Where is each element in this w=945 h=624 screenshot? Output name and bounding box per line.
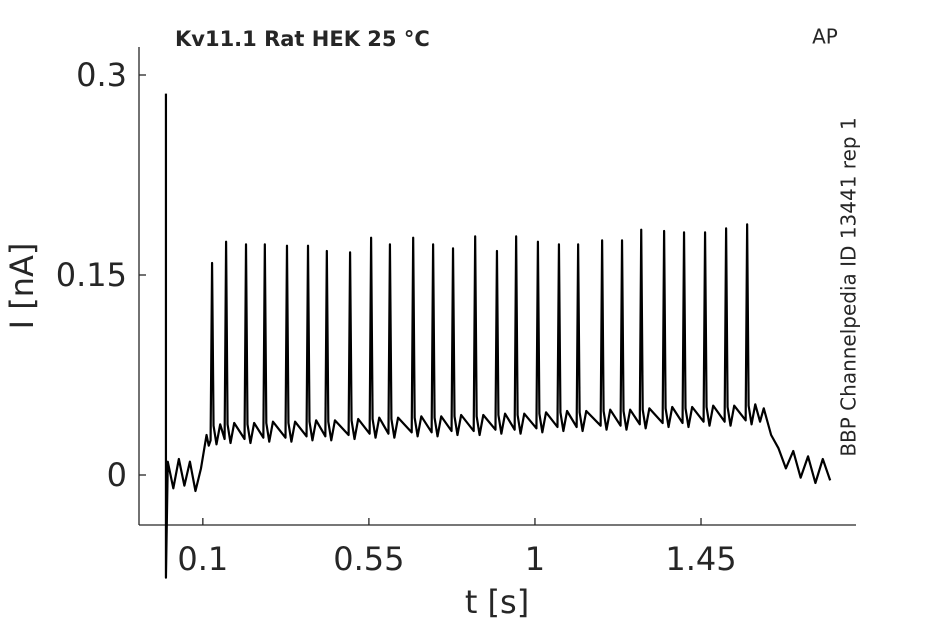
y-tick-label: 0 bbox=[107, 456, 127, 494]
x-tick-label: 1 bbox=[525, 540, 545, 578]
y-tick-label: 0.15 bbox=[56, 256, 127, 294]
annotation: BBP Channelpedia ID 13441 rep 1 bbox=[837, 117, 861, 456]
chart-title: Kv11.1 Rat HEK 25 °C bbox=[175, 27, 430, 51]
y-axis-label: I [nA] bbox=[3, 243, 41, 330]
y-tick-label: 0.3 bbox=[76, 56, 127, 94]
x-tick-label: 0.55 bbox=[333, 540, 404, 578]
trace bbox=[164, 93, 832, 579]
x-axis-label: t [s] bbox=[465, 583, 529, 621]
annotation: AP bbox=[812, 25, 838, 49]
x-tick-label: 1.45 bbox=[665, 540, 736, 578]
x-tick-label: 0.1 bbox=[177, 540, 228, 578]
